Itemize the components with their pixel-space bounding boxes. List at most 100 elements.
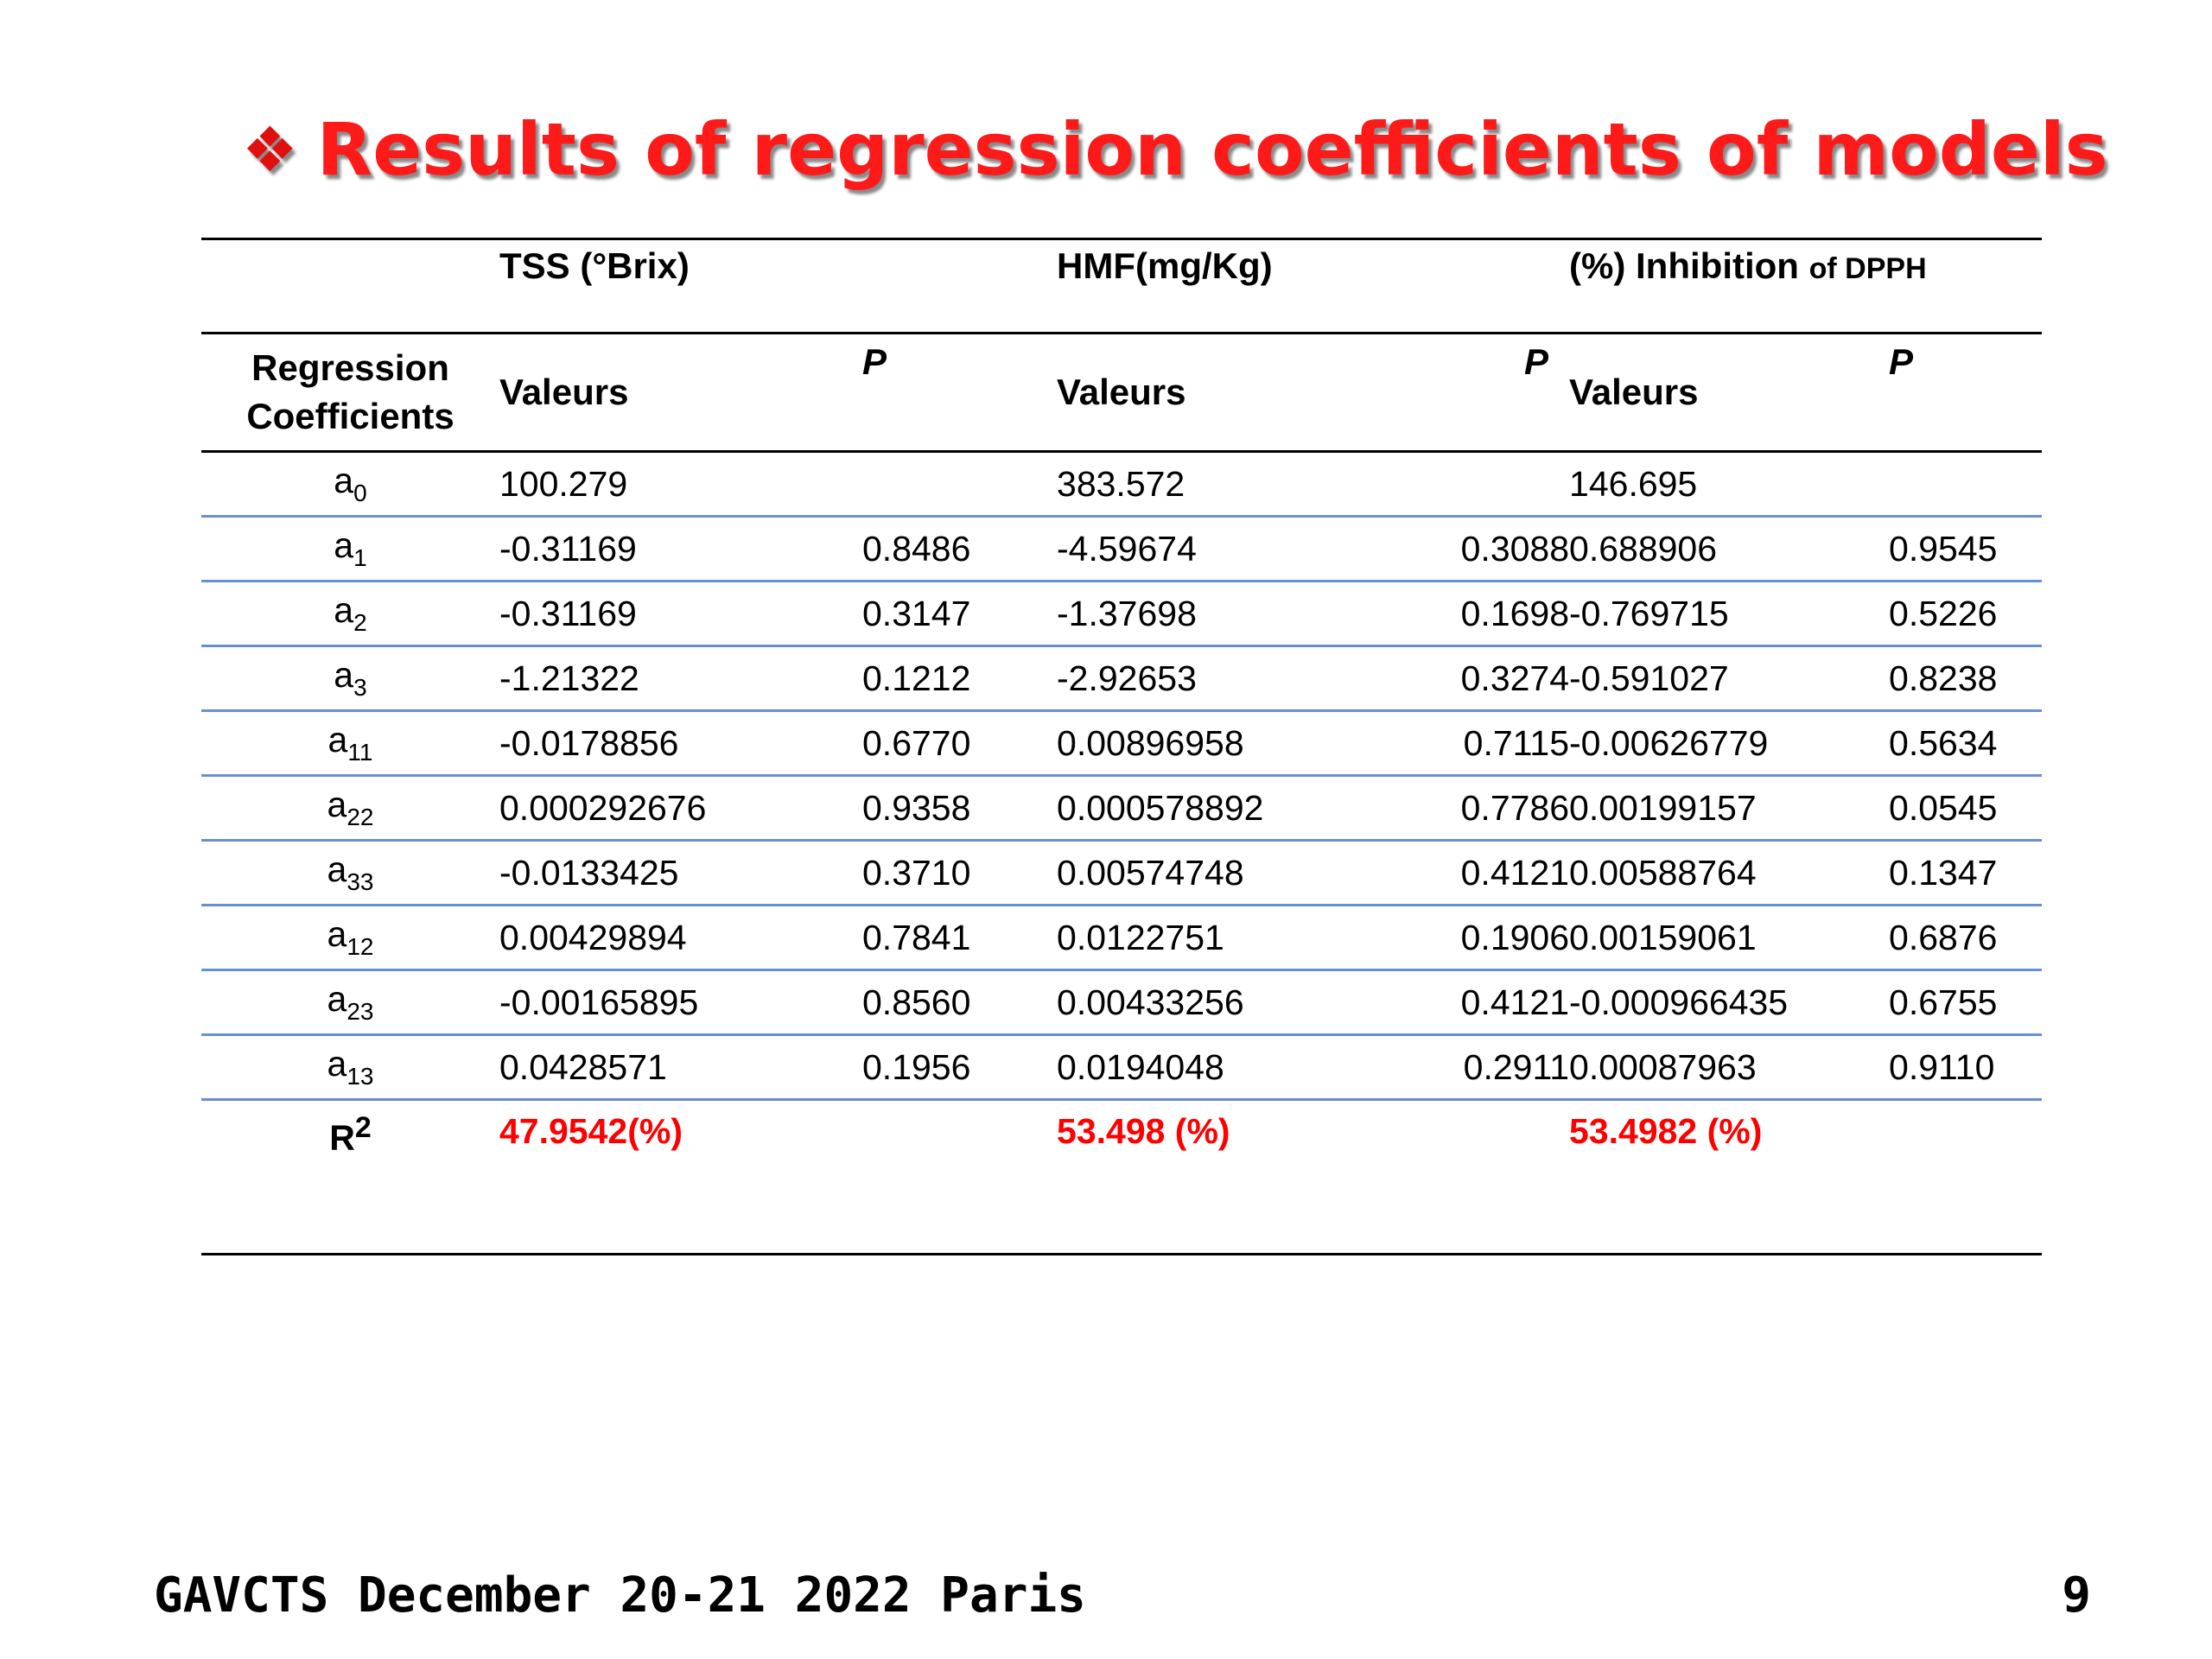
tss-p-cell: 0.8560: [862, 969, 1058, 1036]
hmf-value-cell: 383.572: [1057, 451, 1390, 518]
coefficient-subscript: 23: [346, 998, 374, 1025]
table-body: a0 100.279 383.572 146.695 a1 -0.31169 0…: [201, 451, 2043, 1255]
hmf-value-cell: -1.37698: [1057, 581, 1390, 647]
inhibition-value-cell: 0.00588764: [1569, 840, 1890, 906]
inhibition-value-cell: -0.000966435: [1569, 969, 1890, 1036]
coefficient-cell: a0: [201, 451, 499, 518]
group-header-hmf: HMF(mg/Kg): [1057, 238, 1570, 334]
tss-p-header: P: [862, 333, 1058, 453]
tss-value-cell: -0.31169: [499, 516, 862, 582]
inhibition-p-cell: 0.6755: [1889, 969, 2043, 1036]
hmf-p-header: P: [1389, 333, 1570, 453]
r-squared-symbol: R: [329, 1117, 355, 1158]
group-header-row: TSS (°Brix) HMF(mg/Kg) (%) Inhibition of…: [201, 238, 2043, 334]
tss-p-cell: [862, 451, 1058, 518]
coefficient-subscript: 12: [346, 933, 374, 960]
diamond-bullet-icon: ❖: [242, 113, 298, 186]
hmf-value-cell: 0.0194048: [1057, 1034, 1390, 1101]
coefficient-symbol: a: [327, 720, 348, 760]
coefficient-subscript: 3: [353, 674, 367, 701]
tss-valeurs-header: Valeurs: [499, 333, 862, 453]
coefficient-symbol: a: [334, 525, 354, 565]
inhibition-value-cell: 0.00199157: [1569, 775, 1890, 842]
coefficient-symbol: a: [327, 849, 347, 889]
inhibition-value-cell: -0.769715: [1569, 581, 1890, 647]
slide-title-text: Results of regression coefficients of mo…: [316, 107, 2108, 192]
inhibition-p-cell: 0.6876: [1889, 905, 2043, 971]
tss-value-cell: -0.0178856: [499, 710, 862, 777]
r-squared-label: R2: [201, 1099, 499, 1255]
coefficient-cell: a12: [201, 905, 499, 971]
coefficient-subscript: 2: [353, 609, 367, 636]
inhibition-p-cell: 0.8238: [1889, 645, 2043, 712]
r-squared-inhibition: 53.4982 (%): [1569, 1099, 2043, 1255]
coefficient-header: Regression Coefficients: [201, 333, 499, 453]
coefficient-cell: a33: [201, 840, 499, 906]
hmf-p-cell: 0.1698: [1389, 581, 1570, 647]
coefficient-symbol: a: [334, 655, 354, 695]
hmf-p-cell: 0.3274: [1389, 645, 1570, 712]
table-row: a13 0.0428571 0.1956 0.0194048 0.2911 0.…: [201, 1034, 2043, 1101]
coefficient-symbol: a: [327, 979, 347, 1019]
coefficient-symbol: a: [327, 914, 347, 954]
inhibition-p-cell: 0.0545: [1889, 775, 2043, 842]
coefficient-cell: a23: [201, 969, 499, 1036]
coefficient-cell: a22: [201, 775, 499, 842]
coefficient-symbol: a: [334, 461, 354, 500]
inhibition-p-cell: 0.5634: [1889, 710, 2043, 777]
hmf-p-cell: 0.3088: [1389, 516, 1570, 582]
coefficient-subscript: 1: [353, 544, 367, 571]
tss-p-cell: 0.6770: [862, 710, 1058, 777]
hmf-value-cell: -2.92653: [1057, 645, 1390, 712]
table-row: a12 0.00429894 0.7841 0.0122751 0.1906 0…: [201, 905, 2043, 971]
inhibition-p-cell: 0.9545: [1889, 516, 2043, 582]
coefficient-subscript: 22: [346, 804, 374, 830]
coefficient-symbol: a: [327, 785, 347, 824]
tss-value-cell: 100.279: [499, 451, 862, 518]
tss-p-cell: 0.9358: [862, 775, 1058, 842]
footer-conference-text: GAVCTS December 20-21 2022 Paris: [154, 1567, 1086, 1624]
hmf-value-cell: 0.0122751: [1057, 905, 1390, 971]
coefficient-subscript: 0: [353, 480, 367, 506]
r-squared-superscript: 2: [354, 1111, 372, 1144]
tss-p-cell: 0.8486: [862, 516, 1058, 582]
inhibition-value-cell: -0.00626779: [1569, 710, 1890, 777]
tss-value-cell: -0.0133425: [499, 840, 862, 906]
hmf-p-cell: 0.2911: [1389, 1034, 1570, 1101]
inhibition-p-cell: 0.1347: [1889, 840, 2043, 906]
tss-value-cell: -1.21322: [499, 645, 862, 712]
group-header-inhibition-main: (%) Inhibition: [1569, 245, 1799, 286]
r-squared-tss: 47.9542(%): [499, 1099, 1058, 1255]
table-row: a33 -0.0133425 0.3710 0.00574748 0.4121 …: [201, 840, 2043, 906]
table-row: a1 -0.31169 0.8486 -4.59674 0.3088 0.688…: [201, 516, 2043, 582]
tss-p-cell: 0.3147: [862, 581, 1058, 647]
inhibition-p-header: P: [1889, 333, 2043, 453]
regression-table: TSS (°Brix) HMF(mg/Kg) (%) Inhibition of…: [201, 238, 2043, 1255]
inhibition-value-cell: 0.688906: [1569, 516, 1890, 582]
tss-value-cell: 0.0428571: [499, 1034, 862, 1101]
hmf-p-cell: 0.4121: [1389, 969, 1570, 1036]
inhibition-value-cell: 0.00159061: [1569, 905, 1890, 971]
inhibition-value-cell: -0.591027: [1569, 645, 1890, 712]
inhibition-valeurs-header: Valeurs: [1569, 333, 1890, 453]
slide-title: ❖ Results of regression coefficients of m…: [242, 102, 2108, 197]
table-row: a0 100.279 383.572 146.695: [201, 451, 2043, 518]
coefficient-header-line2: Coefficients: [246, 396, 454, 436]
slide-page-number: 9: [2062, 1567, 2091, 1624]
hmf-p-cell: 0.4121: [1389, 840, 1570, 906]
coefficient-cell: a1: [201, 516, 499, 582]
tss-value-cell: 0.00429894: [499, 905, 862, 971]
hmf-value-cell: 0.00896958: [1057, 710, 1390, 777]
table-row: a11 -0.0178856 0.6770 0.00896958 0.7115 …: [201, 710, 2043, 777]
hmf-p-cell: 0.1906: [1389, 905, 1570, 971]
group-header-inhibition-suffix: of DPPH: [1808, 252, 1927, 285]
inhibition-value-cell: 146.695: [1569, 451, 1890, 518]
tss-p-cell: 0.3710: [862, 840, 1058, 906]
table-row: a22 0.000292676 0.9358 0.000578892 0.778…: [201, 775, 2043, 842]
coefficient-cell: a13: [201, 1034, 499, 1101]
sub-header-row: Regression Coefficients Valeurs P Valeur…: [201, 333, 2043, 453]
coefficient-cell: a2: [201, 581, 499, 647]
hmf-valeurs-header: Valeurs: [1057, 333, 1390, 453]
inhibition-p-cell: 0.9110: [1889, 1034, 2043, 1101]
tss-value-cell: -0.00165895: [499, 969, 862, 1036]
